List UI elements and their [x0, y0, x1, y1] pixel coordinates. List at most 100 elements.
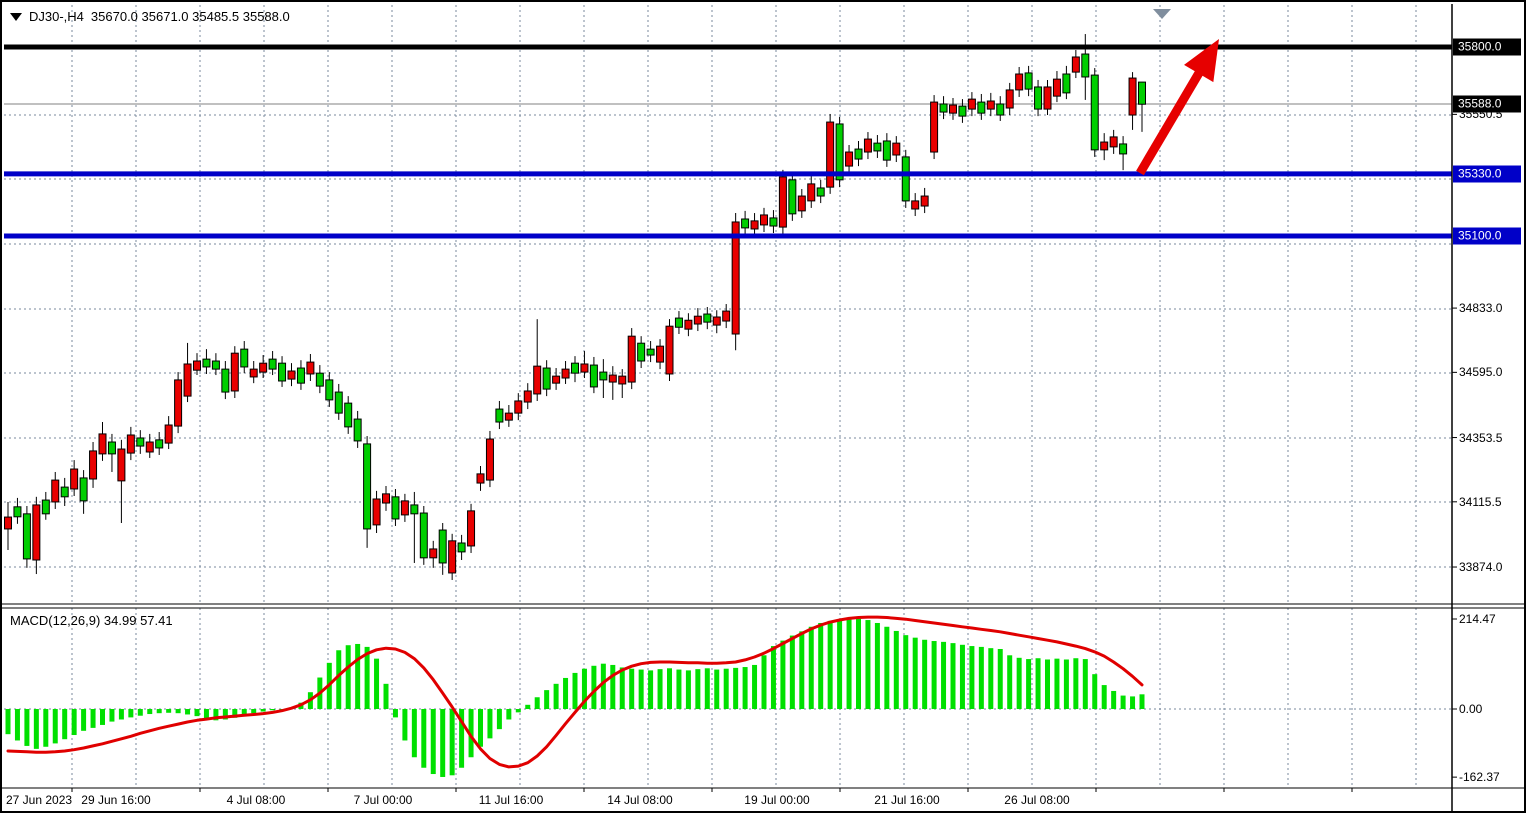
- bearish-candle[interactable]: [438, 529, 447, 564]
- bearish-candle[interactable]: [996, 103, 1005, 116]
- bullish-candle[interactable]: [580, 363, 589, 373]
- bearish-candle[interactable]: [325, 379, 334, 401]
- bullish-candle[interactable]: [750, 220, 759, 230]
- bullish-candle[interactable]: [193, 360, 201, 371]
- bullish-candle[interactable]: [523, 390, 532, 403]
- bullish-candle[interactable]: [70, 468, 79, 490]
- bullish-candle[interactable]: [1005, 89, 1014, 109]
- bullish-candle[interactable]: [797, 195, 806, 212]
- bearish-candle[interactable]: [788, 179, 797, 215]
- bearish-candle[interactable]: [13, 506, 22, 518]
- bullish-candle[interactable]: [1043, 86, 1052, 110]
- bullish-candle[interactable]: [98, 433, 107, 455]
- bullish-candle[interactable]: [476, 473, 485, 484]
- trend-arrow-shaft[interactable]: [1136, 66, 1206, 176]
- bullish-candle[interactable]: [684, 319, 693, 330]
- bearish-candle[interactable]: [958, 105, 967, 117]
- bearish-candle[interactable]: [901, 156, 910, 202]
- bearish-candle[interactable]: [1081, 53, 1090, 78]
- bearish-candle[interactable]: [646, 348, 655, 356]
- bullish-candle[interactable]: [693, 315, 702, 325]
- bullish-candle[interactable]: [760, 214, 768, 226]
- bullish-candle[interactable]: [174, 379, 183, 427]
- bullish-candle[interactable]: [306, 361, 315, 375]
- bullish-candle[interactable]: [249, 368, 258, 378]
- bearish-candle[interactable]: [589, 364, 598, 388]
- bullish-candle[interactable]: [618, 375, 627, 385]
- bullish-candle[interactable]: [845, 151, 854, 167]
- bearish-candle[interactable]: [211, 360, 220, 370]
- bullish-candle[interactable]: [429, 548, 438, 559]
- bullish-candle[interactable]: [400, 500, 409, 516]
- bearish-candle[interactable]: [674, 317, 683, 328]
- bearish-candle[interactable]: [769, 217, 778, 227]
- bullish-candle[interactable]: [32, 504, 41, 561]
- bullish-candle[interactable]: [911, 200, 920, 210]
- bearish-candle[interactable]: [136, 437, 145, 447]
- bullish-candle[interactable]: [51, 479, 60, 503]
- bearish-candle[interactable]: [637, 342, 646, 362]
- bearish-candle[interactable]: [155, 439, 164, 449]
- trend-arrow-head[interactable]: [1184, 39, 1219, 83]
- bullish-candle[interactable]: [608, 374, 617, 383]
- bearish-candle[interactable]: [939, 103, 948, 113]
- bearish-candle[interactable]: [599, 371, 608, 381]
- bullish-candle[interactable]: [1071, 56, 1080, 73]
- bullish-candle[interactable]: [259, 362, 268, 373]
- bearish-candle[interactable]: [296, 367, 305, 384]
- bullish-candle[interactable]: [89, 450, 98, 480]
- bearish-candle[interactable]: [873, 142, 882, 152]
- bearish-candle[interactable]: [268, 358, 277, 370]
- bearish-candle[interactable]: [1062, 73, 1071, 94]
- bullish-candle[interactable]: [561, 368, 570, 379]
- bullish-candle[interactable]: [514, 400, 523, 414]
- bullish-candle[interactable]: [656, 345, 665, 363]
- bullish-candle[interactable]: [4, 516, 12, 530]
- bearish-candle[interactable]: [1090, 74, 1099, 151]
- bullish-candle[interactable]: [949, 104, 957, 114]
- bearish-candle[interactable]: [495, 408, 504, 423]
- bullish-candle[interactable]: [164, 424, 173, 444]
- bearish-candle[interactable]: [107, 441, 116, 455]
- bullish-candle[interactable]: [117, 448, 126, 482]
- bullish-candle[interactable]: [863, 138, 872, 153]
- bearish-candle[interactable]: [741, 218, 750, 229]
- bearish-candle[interactable]: [41, 499, 50, 515]
- bullish-candle[interactable]: [712, 316, 721, 326]
- bearish-candle[interactable]: [22, 513, 31, 560]
- bearish-candle[interactable]: [977, 101, 986, 114]
- bullish-candle[interactable]: [552, 375, 561, 384]
- bullish-candle[interactable]: [967, 98, 976, 110]
- bullish-candle[interactable]: [930, 101, 939, 153]
- chart-shift-marker-icon[interactable]: [1153, 9, 1171, 19]
- bearish-candle[interactable]: [334, 391, 343, 414]
- bullish-candle[interactable]: [145, 441, 154, 453]
- bearish-candle[interactable]: [457, 542, 466, 553]
- bullish-candle[interactable]: [627, 335, 636, 383]
- bearish-candle[interactable]: [391, 496, 400, 520]
- bearish-candle[interactable]: [79, 477, 88, 502]
- bullish-candle[interactable]: [504, 412, 513, 421]
- bearish-candle[interactable]: [315, 372, 324, 387]
- bearish-candle[interactable]: [240, 348, 249, 368]
- bullish-candle[interactable]: [826, 121, 835, 188]
- bullish-candle[interactable]: [183, 363, 192, 397]
- bullish-candle[interactable]: [1015, 73, 1024, 91]
- bearish-candle[interactable]: [542, 367, 551, 390]
- symbol-dropdown-icon[interactable]: [10, 12, 22, 21]
- bearish-candle[interactable]: [202, 358, 211, 368]
- bullish-candle[interactable]: [1109, 136, 1118, 148]
- bullish-candle[interactable]: [448, 540, 457, 574]
- bearish-candle[interactable]: [703, 313, 712, 323]
- bearish-candle[interactable]: [1024, 72, 1033, 90]
- bullish-candle[interactable]: [533, 365, 542, 395]
- bullish-candle[interactable]: [807, 183, 816, 202]
- bullish-candle[interactable]: [920, 195, 929, 207]
- bearish-candle[interactable]: [854, 148, 863, 160]
- bullish-candle[interactable]: [382, 493, 390, 504]
- bearish-candle[interactable]: [1119, 143, 1128, 155]
- bearish-candle[interactable]: [410, 504, 419, 515]
- bearish-candle[interactable]: [1138, 81, 1146, 105]
- bullish-candle[interactable]: [1052, 78, 1061, 97]
